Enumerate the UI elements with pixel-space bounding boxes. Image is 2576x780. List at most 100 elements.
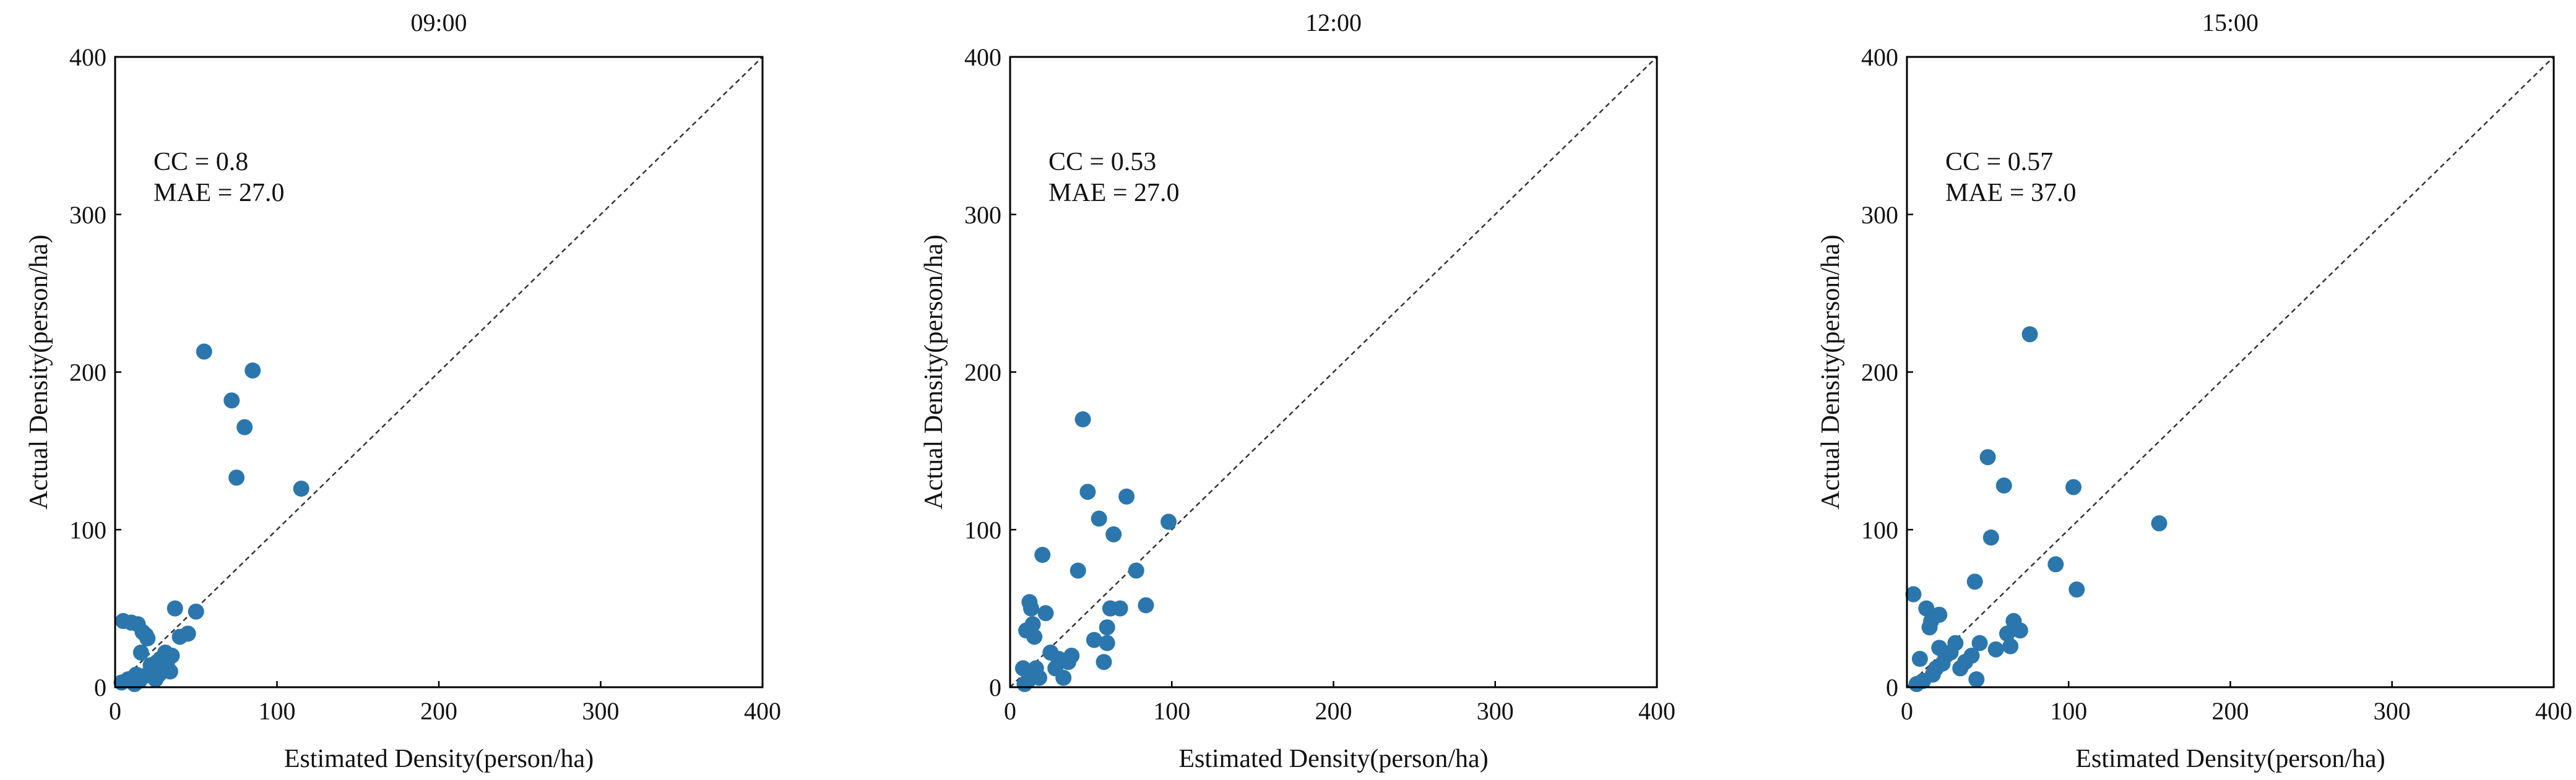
chart-1-reference-line [115,56,763,688]
chart-2-point [1070,562,1086,579]
chart-3-point [1931,606,1948,623]
chart-1-point [126,675,143,692]
chart-1-point [132,644,149,661]
chart-2-point [1034,547,1051,564]
chart-1-point [244,362,261,379]
chart-2-x-tick-label: 200 [1315,697,1352,725]
chart-2-point [1055,669,1072,686]
chart-2-y-tick-label: 300 [964,201,1001,229]
chart-3-point [1911,651,1928,667]
chart-1-point [223,392,240,409]
chart-3-x-tick-label: 100 [2050,697,2087,725]
chart-2-y-tick-label: 0 [989,674,1001,701]
chart-2-y-tick-label: 100 [964,516,1001,544]
chart-3-point [1908,675,1925,692]
chart-2-point [1099,635,1115,651]
chart-2-x-tick-label: 400 [1638,697,1675,725]
chart-2-point [1128,562,1144,579]
chart-3-point [2012,622,2028,639]
chart-3-point [2002,638,2019,654]
chart-2-y-tick-label: 200 [964,359,1001,387]
chart-3-annotation: MAE = 37.0 [1945,179,2077,207]
chart-1-x-tick-label: 0 [109,697,121,725]
chart-2-point [1102,600,1118,617]
chart-3-y-tick-label: 100 [1861,516,1898,544]
chart-3-y-tick-label: 400 [1861,43,1898,71]
chart-3-y-tick-label: 0 [1886,674,1898,701]
chart-3-point [1971,635,1988,651]
chart-2-annotation: MAE = 27.0 [1048,179,1180,207]
chart-3-y-tick-label: 200 [1861,359,1898,387]
chart-1-x-tick-label: 100 [259,697,296,725]
chart-2-point [1026,628,1043,645]
chart-1-annotation: MAE = 27.0 [153,179,285,207]
chart-3-x-tick-label: 200 [2212,697,2249,725]
chart-2-point [1014,660,1031,677]
chart-3-point [2065,479,2082,495]
chart-1-point [196,343,212,360]
chart-2-y-tick-label: 400 [964,43,1001,71]
chart-1-y-tick-label: 300 [69,201,106,229]
chart-2-point [1074,411,1091,427]
chart-2-reference-line [1009,56,1658,688]
chart-2-point [1105,526,1122,542]
chart-2-title: 12:00 [1305,9,1362,36]
chart-3-x-tick-label: 0 [1901,697,1913,725]
chart-2-point [1024,616,1041,633]
chart-3-point [2021,326,2038,343]
chart-1: 09:00 0 100 200 300 400 0 100 200 300 400 Estimated… [25,9,781,773]
chart-3-point [1918,600,1935,617]
chart-1-title: 09:00 [410,9,467,36]
chart-2-point [1037,605,1054,622]
chart-1-point [166,600,183,617]
chart-2-point [1022,600,1039,617]
chart-3-title: 15:00 [2202,9,2258,36]
chart-3-y-axis-label: Actual Density(person/ha) [1817,234,1845,509]
chart-2-x-tick-label: 0 [1004,697,1016,725]
chart-3-point [2068,581,2085,598]
chart-1-y-axis-label: Actual Density(person/ha) [25,234,53,509]
chart-1-annotation: CC = 0.8 [153,148,248,176]
chart-2-point [1160,513,1177,530]
chart-2-annotation: CC = 0.53 [1048,148,1156,176]
chart-1-y-tick-label: 0 [94,674,106,701]
chart-2-point [1099,619,1115,636]
chart-2-x-axis-label: Estimated Density(person/ha) [1178,745,1488,773]
chart-2-y-axis-label: Actual Density(person/ha) [920,234,948,509]
chart-1-y-tick-label: 400 [69,43,106,71]
chart-3-point [1999,625,2015,642]
chart-3-point [1968,671,1985,688]
chart-3-point [1963,648,1980,664]
chart-1-y-tick-label: 100 [69,516,106,544]
chart-2-x-tick-label: 100 [1153,697,1190,725]
chart-1-x-axis-label: Estimated Density(person/ha) [284,745,594,773]
chart-2-point [1096,654,1112,671]
chart-3-x-tick-label: 400 [2535,697,2572,725]
chart-3-x-tick-label: 300 [2374,697,2411,725]
chart-3-point [1995,477,2012,494]
chart-1-point [228,469,245,486]
chart-3-point [1979,449,1996,466]
chart-1-point [139,630,156,647]
chart-3-annotation: CC = 0.57 [1945,148,2053,176]
chart-2-point [1063,648,1080,664]
chart-1-point [157,644,174,661]
chart-3: 15:00 0 100 200 300 400 0 100 200 300 400 Estimated… [1817,9,2572,773]
chart-3-point [1982,529,1999,546]
chart-1-x-tick-label: 200 [420,697,457,725]
chart-3-point [1905,586,1922,602]
chart-2-point [1118,488,1135,505]
chart-1-point [179,625,196,642]
chart-1-x-tick-label: 400 [744,697,781,725]
chart-3-point [2151,515,2168,532]
chart-2-point [1138,597,1154,614]
chart-2-point [1079,484,1096,500]
chart-1-y-tick-label: 200 [69,359,106,387]
chart-1-x-tick-label: 300 [582,697,620,725]
chart-2-point [1086,632,1102,648]
chart-2-point [1091,510,1107,527]
chart-1-point [188,603,204,620]
chart-3-point [2047,556,2064,573]
chart-3-y-tick-label: 300 [1861,201,1898,229]
